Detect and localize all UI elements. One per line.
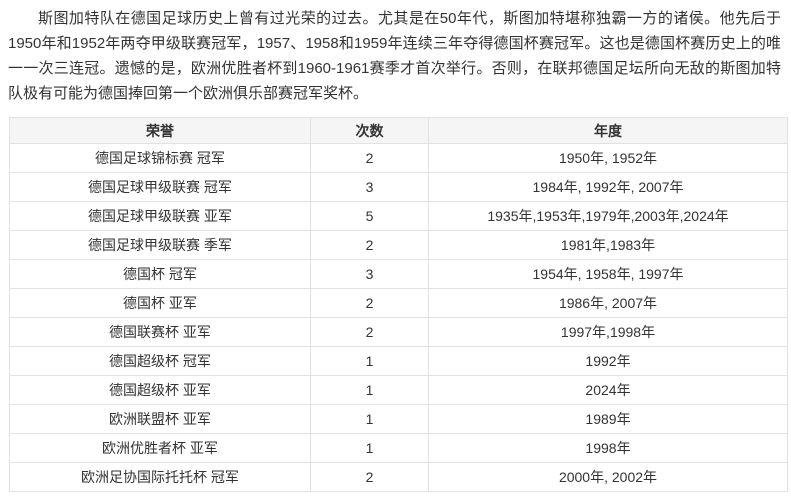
honor-cell: 欧洲联盟杯 亚军 <box>9 404 311 434</box>
table-row: 欧洲联盟杯 亚军 1 1989年 <box>9 404 788 434</box>
count-cell: 2 <box>310 230 429 260</box>
count-cell: 3 <box>310 172 429 202</box>
table-row: 欧洲足协国际托托杯 冠军 2 2000年, 2002年 <box>9 462 788 492</box>
years-cell: 1986年, 2007年 <box>428 288 788 318</box>
years-cell: 2000年, 2002年 <box>428 462 788 492</box>
table-row: 德国超级杯 亚军 1 2024年 <box>9 375 788 405</box>
years-cell: 1997年,1998年 <box>428 317 788 347</box>
table-row: 德国联赛杯 亚军 2 1997年,1998年 <box>9 317 788 347</box>
honor-cell: 欧洲足协国际托托杯 冠军 <box>9 462 311 492</box>
table-body: 德国足球锦标赛 冠军 2 1950年, 1952年 德国足球甲级联赛 冠军 3 1984年… <box>9 143 788 492</box>
honor-cell: 德国杯 冠军 <box>9 259 311 289</box>
years-cell: 1992年 <box>428 346 788 376</box>
honor-cell: 欧洲优胜者杯 亚军 <box>9 433 311 463</box>
count-cell: 1 <box>310 433 429 463</box>
honor-cell: 德国杯 亚军 <box>9 288 311 318</box>
honor-cell: 德国足球甲级联赛 亚军 <box>9 201 311 231</box>
count-cell: 5 <box>310 201 429 231</box>
header-years: 年度 <box>428 117 788 144</box>
header-count: 次数 <box>310 117 429 144</box>
table-row: 德国足球甲级联赛 季军 2 1981年,1983年 <box>9 230 788 260</box>
intro-paragraph: 斯图加特队在德国足球历史上曾有过光荣的过去。尤其是在50年代，斯图加特堪称独霸一… <box>8 10 781 102</box>
count-cell: 1 <box>310 404 429 434</box>
table-row: 德国足球甲级联赛 亚军 5 1935年,1953年,1979年,2003年,2024… <box>9 201 788 231</box>
years-cell: 1954年, 1958年, 1997年 <box>428 259 788 289</box>
count-cell: 3 <box>310 259 429 289</box>
honor-cell: 德国超级杯 亚军 <box>9 375 311 405</box>
years-cell: 1989年 <box>428 404 788 434</box>
years-cell: 1998年 <box>428 433 788 463</box>
table-row: 德国杯 亚军 2 1986年, 2007年 <box>9 288 788 318</box>
years-cell: 1950年, 1952年 <box>428 143 788 173</box>
count-cell: 1 <box>310 375 429 405</box>
years-cell: 1981年,1983年 <box>428 230 788 260</box>
count-cell: 2 <box>310 288 429 318</box>
header-honor: 荣誉 <box>9 117 311 144</box>
table-row: 欧洲优胜者杯 亚军 1 1998年 <box>9 433 788 463</box>
count-cell: 1 <box>310 346 429 376</box>
years-cell: 1935年,1953年,1979年,2003年,2024年 <box>428 201 788 231</box>
table-row: 德国超级杯 冠军 1 1992年 <box>9 346 788 376</box>
count-cell: 2 <box>310 317 429 347</box>
honor-cell: 德国联赛杯 亚军 <box>9 317 311 347</box>
table-header-row: 荣誉 次数 年度 <box>9 117 788 144</box>
table-row: 德国足球甲级联赛 冠军 3 1984年, 1992年, 2007年 <box>9 172 788 202</box>
count-cell: 2 <box>310 143 429 173</box>
honor-cell: 德国足球甲级联赛 季军 <box>9 230 311 260</box>
honor-cell: 德国足球锦标赛 冠军 <box>9 143 311 173</box>
count-cell: 2 <box>310 462 429 492</box>
years-cell: 1984年, 1992年, 2007年 <box>428 172 788 202</box>
honor-cell: 德国超级杯 冠军 <box>9 346 311 376</box>
table-row: 德国杯 冠军 3 1954年, 1958年, 1997年 <box>9 259 788 289</box>
years-cell: 2024年 <box>428 375 788 405</box>
table-row: 德国足球锦标赛 冠军 2 1950年, 1952年 <box>9 143 788 173</box>
honors-table: 荣誉 次数 年度 德国足球锦标赛 冠军 2 1950年, 1952年 德国足球甲级联赛… <box>9 117 788 492</box>
honor-cell: 德国足球甲级联赛 冠军 <box>9 172 311 202</box>
